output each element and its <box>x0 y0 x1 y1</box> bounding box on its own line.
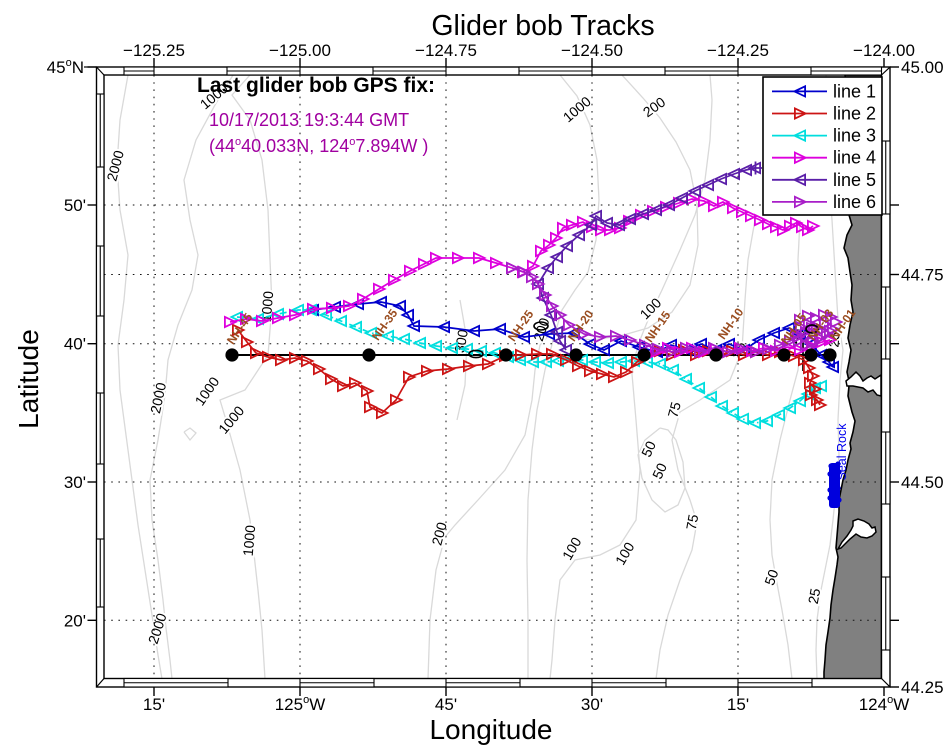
svg-text:−124.00: −124.00 <box>853 41 915 60</box>
svg-text:−124.75: −124.75 <box>415 41 477 60</box>
svg-text:75: 75 <box>664 400 684 419</box>
svg-text:15': 15' <box>727 695 749 714</box>
svg-text:44.75: 44.75 <box>901 266 944 285</box>
svg-text:44.50: 44.50 <box>901 473 944 492</box>
svg-text:(44o40.033N, 124o7.894W ): (44o40.033N, 124o7.894W ) <box>209 136 428 156</box>
svg-text:Longitude: Longitude <box>429 714 552 745</box>
svg-text:−124.25: −124.25 <box>707 41 769 60</box>
svg-text:15': 15' <box>143 695 165 714</box>
svg-text:−125.25: −125.25 <box>123 41 185 60</box>
svg-text:Last glider bob GPS fix:: Last glider bob GPS fix: <box>197 74 435 97</box>
svg-text:Glider bob Tracks: Glider bob Tracks <box>431 10 654 42</box>
svg-text:line 5: line 5 <box>833 170 876 190</box>
svg-text:75: 75 <box>683 513 701 531</box>
svg-text:30': 30' <box>64 473 86 492</box>
svg-text:44.25: 44.25 <box>901 678 944 697</box>
svg-text:line 1: line 1 <box>833 81 876 101</box>
svg-text:45': 45' <box>435 695 457 714</box>
svg-text:50': 50' <box>64 196 86 215</box>
svg-text:line 6: line 6 <box>833 192 876 212</box>
svg-text:−124.50: −124.50 <box>561 41 623 60</box>
svg-text:10/17/2013 19:3:44 GMT: 10/17/2013 19:3:44 GMT <box>209 110 409 130</box>
svg-text:124oW: 124oW <box>859 694 910 714</box>
svg-text:45oN: 45oN <box>47 57 84 77</box>
svg-text:20': 20' <box>64 611 86 630</box>
svg-text:125oW: 125oW <box>275 694 326 714</box>
svg-text:40': 40' <box>64 335 86 354</box>
svg-text:Latitude: Latitude <box>13 329 44 429</box>
svg-text:30': 30' <box>581 695 603 714</box>
svg-text:25: 25 <box>805 587 823 605</box>
svg-text:1000: 1000 <box>240 524 259 557</box>
svg-text:line 2: line 2 <box>833 104 876 124</box>
svg-text:−125.00: −125.00 <box>269 41 331 60</box>
svg-text:line 3: line 3 <box>833 126 876 146</box>
svg-text:line 4: line 4 <box>833 148 876 168</box>
svg-text:45.00: 45.00 <box>901 58 944 77</box>
